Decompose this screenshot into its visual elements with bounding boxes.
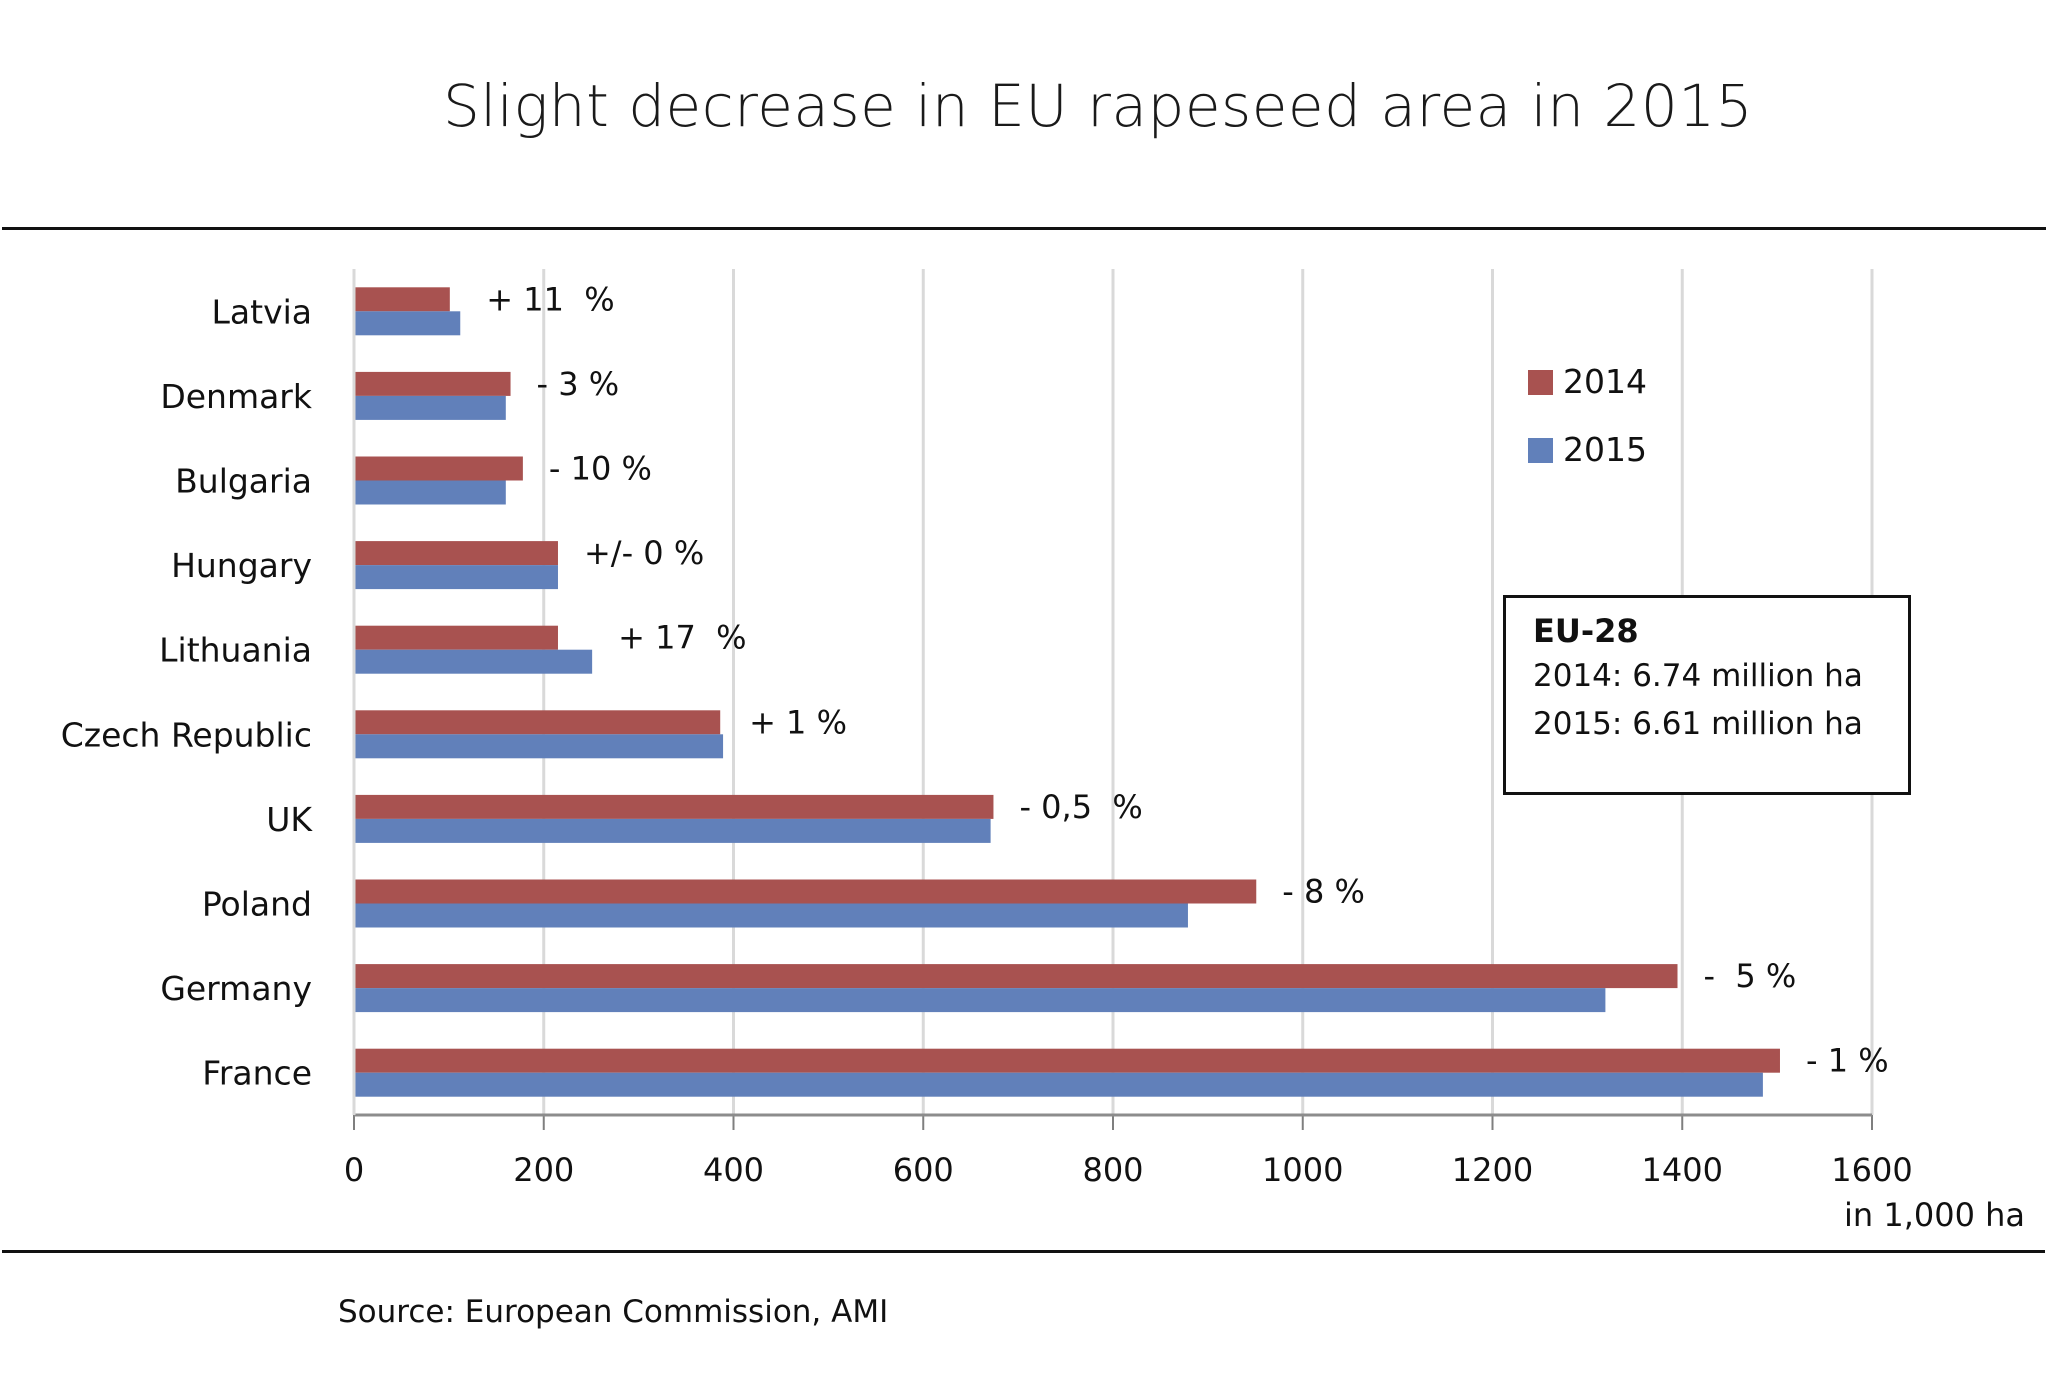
change-annotation: +/- 0 % <box>584 534 704 572</box>
legend-swatch-2014 <box>1528 370 1553 395</box>
bar-2015-germany <box>354 988 1606 1013</box>
bar-2014-latvia <box>354 287 450 312</box>
x-tick-label: 1400 <box>1642 1151 1723 1189</box>
category-label: Lithuania <box>159 631 312 670</box>
x-tick-label: 400 <box>703 1151 764 1189</box>
x-tick-label: 600 <box>893 1151 954 1189</box>
change-annotations: + 11 % - 3 % - 10 % +/- 0 % + 17 % + 1 % - 0,5… <box>486 280 1888 1079</box>
bar-2014-france <box>354 1048 1780 1073</box>
category-label: Poland <box>202 885 312 924</box>
bar-2014-bulgaria <box>354 456 523 481</box>
x-tick-label: 800 <box>1082 1151 1143 1189</box>
bar-2014-uk <box>354 794 994 819</box>
change-annotation: - 1 % <box>1806 1042 1889 1080</box>
bar-2015-uk <box>354 818 991 843</box>
bar-2015-denmark <box>354 395 506 420</box>
eu28-info-box: EU-28 2014: 6.74 million ha 2015: 6.61 m… <box>1503 595 1911 795</box>
info-box-line-2014: 2014: 6.74 million ha <box>1533 658 1863 694</box>
legend: 2014 2015 <box>1528 362 1647 469</box>
category-label: Czech Republic <box>61 715 312 754</box>
category-label: France <box>202 1054 312 1093</box>
category-labels: Latvia Denmark Bulgaria Hungary Lithuania Cze… <box>61 292 314 1092</box>
category-label: Hungary <box>171 546 312 585</box>
category-label: Latvia <box>212 292 312 331</box>
bar-2015-czech-republic <box>354 734 724 759</box>
change-annotation: - 10 % <box>549 450 652 488</box>
bar-2015-france <box>354 1072 1763 1097</box>
change-annotation: - 5 % <box>1704 957 1797 995</box>
bars <box>354 287 1780 1097</box>
info-box-line-2015: 2015: 6.61 million ha <box>1533 706 1863 742</box>
x-tick-label: 1000 <box>1262 1151 1343 1189</box>
category-label: Denmark <box>160 377 313 416</box>
category-label: Germany <box>160 969 312 1008</box>
legend-label-2015: 2015 <box>1563 430 1647 469</box>
bar-2015-hungary <box>354 565 558 590</box>
legend-swatch-2015 <box>1528 438 1553 463</box>
source-note: Source: European Commission, AMI <box>338 1294 889 1330</box>
bar-2014-germany <box>354 964 1678 989</box>
x-tick-label: 0 <box>344 1151 364 1189</box>
x-axis-unit-label: in 1,000 ha <box>1843 1196 2025 1234</box>
category-label: UK <box>266 800 313 839</box>
bar-2014-czech-republic <box>354 710 721 735</box>
top-divider <box>2 227 2046 230</box>
bar-2014-denmark <box>354 371 511 396</box>
bar-2015-bulgaria <box>354 480 506 505</box>
bottom-divider <box>2 1250 2045 1253</box>
bar-2015-latvia <box>354 311 461 336</box>
change-annotation: - 8 % <box>1282 873 1365 911</box>
category-label: Bulgaria <box>175 462 312 501</box>
chart-title: Slight decrease in EU rapeseed area in 2… <box>442 72 1754 140</box>
bar-2015-lithuania <box>354 649 593 674</box>
x-axis: 0 200 400 600 800 1000 1200 1400 1600 <box>344 269 1913 1189</box>
info-box-heading: EU-28 <box>1533 612 1639 650</box>
bar-2015-poland <box>354 903 1188 928</box>
change-annotation: - 3 % <box>537 365 620 403</box>
bar-2014-hungary <box>354 541 558 566</box>
bar-2014-lithuania <box>354 625 558 650</box>
change-annotation: + 11 % <box>486 280 614 318</box>
x-tick-label: 1600 <box>1831 1151 1912 1189</box>
change-annotation: + 17 % <box>618 619 746 657</box>
legend-label-2014: 2014 <box>1563 362 1647 401</box>
bar-2014-poland <box>354 879 1257 904</box>
change-annotation: - 0,5 % <box>1019 788 1142 826</box>
x-tick-label: 1200 <box>1452 1151 1533 1189</box>
change-annotation: + 1 % <box>749 703 847 741</box>
x-tick-label: 200 <box>513 1151 574 1189</box>
